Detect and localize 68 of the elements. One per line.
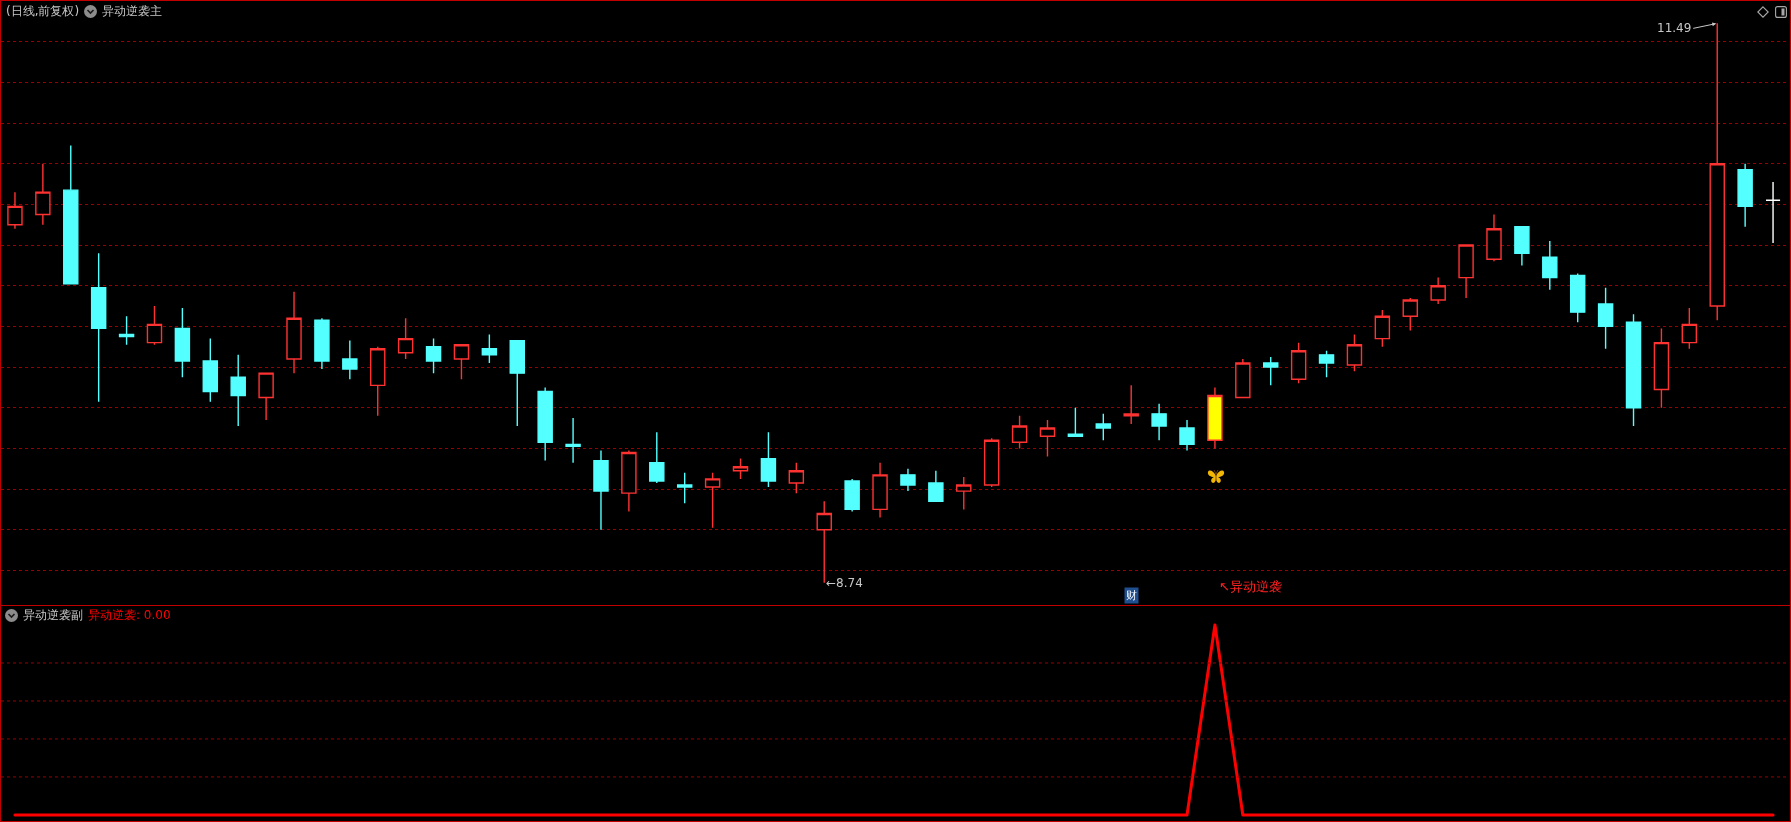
candlestick <box>90 252 107 403</box>
candlestick <box>1569 272 1586 324</box>
candlestick <box>1625 313 1642 427</box>
annotation: 11.49 <box>1657 21 1692 35</box>
candlestick <box>1179 419 1195 452</box>
candlestick <box>481 333 498 364</box>
candlestick <box>230 354 246 427</box>
chart-title: 异动逆袭副 <box>23 608 83 623</box>
candlestick <box>202 337 219 403</box>
chart-subtitle: 异动逆袭主 <box>102 4 163 19</box>
candlestick <box>509 339 525 427</box>
chart-title: (日线,前复权) <box>6 4 80 19</box>
candlestick <box>1235 358 1251 399</box>
text: 财 <box>1126 589 1137 602</box>
candlestick <box>621 449 637 513</box>
candlestick <box>397 317 414 360</box>
candlestick <box>1486 213 1502 263</box>
candlestick <box>286 291 302 374</box>
candlestick <box>314 317 330 370</box>
annotation: ←8.74 <box>826 576 863 590</box>
candlestick <box>565 417 581 464</box>
candlestick <box>1095 413 1112 441</box>
candlestick <box>425 337 442 374</box>
candlestick <box>900 468 916 492</box>
candlestick <box>1011 415 1028 450</box>
candlestick <box>370 346 386 417</box>
candlestick <box>1263 356 1279 387</box>
candlestick <box>146 305 163 346</box>
candlestick <box>342 339 358 380</box>
candlestick <box>7 191 23 230</box>
candlestick <box>1290 341 1307 385</box>
candlestick <box>1653 327 1670 409</box>
candlestick <box>649 431 665 484</box>
candlestick <box>983 437 1000 488</box>
candlestick <box>1318 350 1335 378</box>
candlestick <box>1430 276 1446 305</box>
candlestick <box>453 343 470 380</box>
text: 异动逆袭: 0.00 <box>88 608 171 623</box>
candlestick <box>593 449 609 531</box>
candlestick <box>1765 181 1781 244</box>
candlestick <box>1039 419 1056 458</box>
candlestick <box>1151 402 1167 441</box>
candlestick <box>788 461 805 494</box>
candlestick <box>1123 384 1139 425</box>
candlestick <box>537 386 553 462</box>
candlestick <box>760 431 777 488</box>
annotation: ↖异动逆袭 <box>1219 579 1282 594</box>
candlestick <box>1346 333 1363 372</box>
candlestick <box>1402 297 1418 332</box>
candlestick <box>258 372 274 421</box>
candlestick <box>1542 240 1558 291</box>
candlestick <box>872 461 888 519</box>
candlestick <box>1374 309 1391 348</box>
candlestick <box>704 472 721 529</box>
candlestick <box>928 470 944 502</box>
candlestick <box>1067 407 1084 437</box>
candlestick <box>1207 386 1223 450</box>
candlestick <box>35 162 51 226</box>
candlestick <box>63 144 79 285</box>
candlestick <box>956 476 972 511</box>
candlestick <box>174 307 191 378</box>
candlestick <box>1737 162 1753 228</box>
candlestick <box>1458 244 1474 299</box>
candlestick <box>1597 287 1614 350</box>
candlestick <box>1514 226 1530 267</box>
candlestick <box>676 472 693 505</box>
candlestick <box>844 478 860 513</box>
candlestick <box>1681 307 1698 350</box>
